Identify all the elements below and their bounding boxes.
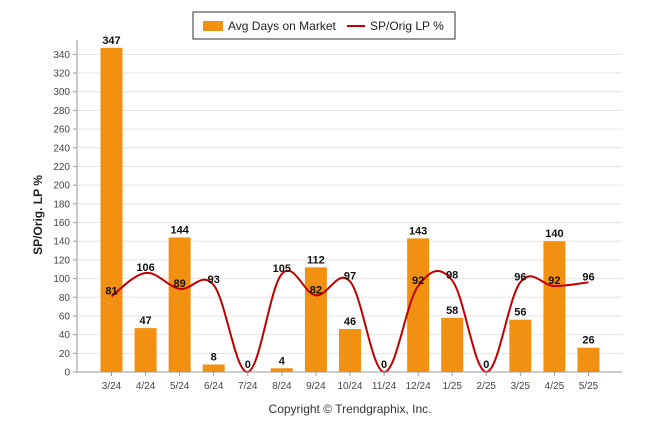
x-tick-label: 9/24: [306, 381, 326, 392]
y-tick-label: 180: [53, 199, 70, 210]
x-tick-label: 7/24: [238, 381, 258, 392]
line-value-label: 93: [208, 274, 220, 286]
bar: [407, 238, 430, 372]
bar: [100, 47, 123, 372]
y-tick-label: 320: [53, 69, 70, 80]
bar: [338, 329, 361, 372]
bar: [134, 328, 157, 372]
x-tick-label: 1/25: [442, 381, 462, 392]
bar-value-label: 143: [409, 225, 427, 237]
copyright-text: Copyright © Trendgraphix, Inc.: [269, 402, 432, 416]
axes: 0204060801001201401601802002202402602803…: [53, 40, 622, 392]
bar-value-label: 0: [381, 359, 387, 371]
gridlines: [77, 53, 622, 373]
x-tick-label: 4/24: [136, 381, 156, 392]
legend-bar-swatch: [203, 21, 223, 31]
bar: [543, 241, 566, 372]
line-value-label: 106: [136, 262, 154, 274]
line-value-label: 89: [174, 278, 186, 290]
y-tick-label: 340: [53, 50, 70, 61]
bar-value-label: 140: [545, 228, 563, 240]
bar-value-label: 112: [307, 254, 325, 266]
y-tick-label: 260: [53, 125, 70, 136]
y-tick-label: 160: [53, 218, 70, 229]
x-tick-label: 3/24: [102, 381, 122, 392]
bar: [304, 267, 327, 372]
x-tick-label: 8/24: [272, 381, 292, 392]
line-value-label: 97: [344, 270, 356, 282]
legend-box: [192, 11, 456, 40]
y-tick-label: 80: [59, 293, 71, 304]
bar: [441, 317, 464, 372]
legend-bar-label: Avg Days on Market: [228, 19, 336, 33]
y-tick-label: 200: [53, 181, 70, 192]
y-tick-label: 20: [59, 349, 71, 360]
x-tick-label: 11/24: [372, 381, 397, 392]
bar-value-label: 46: [344, 316, 356, 328]
bar: [577, 347, 600, 372]
x-tick-label: 4/25: [545, 381, 565, 392]
y-tick-label: 120: [53, 255, 70, 266]
y-axis-title: SP/Orig. LP %: [31, 175, 45, 255]
y-tick-label: 140: [53, 237, 70, 248]
line-value-label: 105: [273, 263, 291, 275]
y-tick-label: 240: [53, 143, 70, 154]
line-value-label: 96: [582, 271, 594, 283]
y-tick-label: 0: [64, 368, 70, 379]
bar-value-label: 47: [139, 315, 151, 327]
line-value-label: 98: [446, 269, 458, 281]
line-value-label: 81: [105, 285, 117, 297]
bar: [168, 237, 191, 372]
y-tick-label: 60: [59, 311, 71, 322]
bar-value-label: 347: [102, 35, 120, 47]
bar-value-label: 4: [279, 355, 286, 367]
sp-orig-lp-line: [110, 269, 589, 374]
legend-line-label: SP/Orig LP %: [370, 19, 444, 33]
y-tick-label: 100: [53, 274, 70, 285]
bar: [202, 364, 225, 372]
bar-value-label: 58: [446, 305, 458, 317]
x-tick-label: 6/24: [204, 381, 224, 392]
line-value-label: 82: [310, 284, 322, 296]
bar: [509, 319, 532, 372]
line-value-label: 96: [514, 271, 526, 283]
bar-value-label: 0: [245, 359, 251, 371]
x-tick-label: 2/25: [477, 381, 497, 392]
y-tick-label: 300: [53, 87, 70, 98]
line-value-label: 92: [412, 275, 424, 287]
x-tick-label: 10/24: [337, 381, 362, 392]
y-tick-label: 280: [53, 106, 70, 117]
bar: [270, 368, 293, 372]
y-tick-label: 220: [53, 162, 70, 173]
x-tick-label: 3/25: [511, 381, 531, 392]
x-tick-label: 5/25: [579, 381, 599, 392]
bar-value-label: 26: [582, 335, 594, 347]
bar-value-label: 0: [483, 359, 489, 371]
line-value-label: 92: [548, 275, 560, 287]
bar-value-label: 144: [170, 224, 189, 236]
x-tick-label: 12/24: [406, 381, 431, 392]
bar-value-label: 56: [514, 307, 526, 319]
data-labels: 347 47 144 8 0 4 112 46 0 143 58 0 56 140 26 81 106 89 93 1…: [102, 35, 594, 371]
x-tick-label: 5/24: [170, 381, 190, 392]
y-tick-label: 40: [59, 330, 71, 341]
legend: Avg Days on Market SP/Orig LP %: [192, 11, 456, 40]
bar-value-label: 8: [211, 352, 217, 364]
line-series: [110, 269, 589, 374]
